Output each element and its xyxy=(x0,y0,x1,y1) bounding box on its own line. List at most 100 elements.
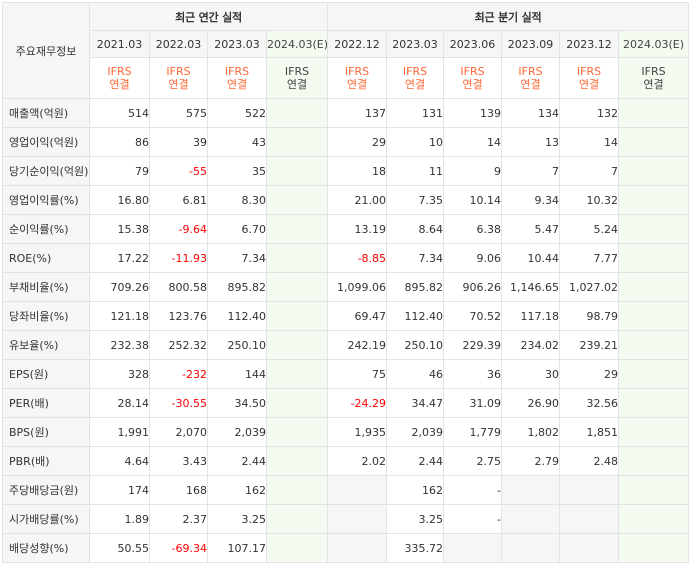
value-cell: 174 xyxy=(89,475,150,505)
value-cell xyxy=(618,417,690,447)
value-cell: 250.10 xyxy=(207,330,267,360)
value-cell: 31.09 xyxy=(443,388,503,418)
row-label: 배당성향(%) xyxy=(2,533,90,563)
value-cell: 3.25 xyxy=(386,504,445,534)
value-cell xyxy=(265,127,329,157)
value-cell: 10 xyxy=(386,127,445,157)
value-cell: 8.64 xyxy=(386,214,445,244)
ifrs-label: IFRS 연결 xyxy=(386,57,445,99)
value-cell: -55 xyxy=(149,156,208,186)
value-cell: 234.02 xyxy=(501,330,561,360)
period-quarter-3: 2023.09 xyxy=(501,30,561,58)
value-cell xyxy=(618,214,690,244)
value-cell xyxy=(265,214,329,244)
value-cell: -232 xyxy=(149,359,208,389)
table-row: 주당배당금(원) 174 168 162 162- xyxy=(2,475,690,505)
value-cell: 800.58 xyxy=(149,272,208,302)
ifrs-label: IFRS 연결 xyxy=(501,57,561,99)
value-cell xyxy=(265,185,329,215)
value-cell: -69.34 xyxy=(149,533,208,563)
value-cell: 10.32 xyxy=(559,185,620,215)
value-cell xyxy=(501,504,561,534)
value-cell: 250.10 xyxy=(386,330,445,360)
value-cell: 39 xyxy=(149,127,208,157)
ifrs-bottom: 연결 xyxy=(462,78,483,91)
table-row: PBR(배) 4.64 3.43 2.44 2.02 2.44 2.75 2.79 2.48 xyxy=(2,446,690,476)
row-label: BPS(원) xyxy=(2,417,90,447)
value-cell xyxy=(265,504,329,534)
period-quarter-4: 2023.12 xyxy=(559,30,620,58)
value-cell: 2.44 xyxy=(207,446,267,476)
value-cell xyxy=(618,446,690,476)
value-cell: 14 xyxy=(443,127,503,157)
value-cell: 7 xyxy=(559,156,620,186)
ifrs-bottom: 연결 xyxy=(346,78,368,91)
ifrs-top: IFRS xyxy=(107,65,132,78)
period-annual-1: 2022.03 xyxy=(149,30,208,58)
value-cell xyxy=(618,98,690,128)
value-cell xyxy=(265,475,329,505)
value-cell xyxy=(618,156,690,186)
value-cell: -11.93 xyxy=(149,243,208,273)
value-cell: 9 xyxy=(443,156,503,186)
ifrs-bottom: 연결 xyxy=(286,78,308,91)
value-cell: 86 xyxy=(89,127,150,157)
table-row: 영업이익(억원) 86 39 43 29 10 14 13 14 xyxy=(2,127,690,157)
value-cell: 6.81 xyxy=(149,185,208,215)
value-cell: 4.64 xyxy=(89,446,150,476)
value-cell: 7.34 xyxy=(386,243,445,273)
value-cell xyxy=(265,417,329,447)
value-cell: 1,991 xyxy=(89,417,150,447)
value-cell: 252.32 xyxy=(149,330,208,360)
table-row: 당기순이익(억원) 79 -55 35 18 11 9 7 7 xyxy=(2,156,690,186)
value-cell: 75 xyxy=(327,359,388,389)
value-cell: 2.37 xyxy=(149,504,208,534)
ifrs-label: IFRS 연결 xyxy=(559,57,620,99)
value-cell: 5.47 xyxy=(501,214,561,244)
period-quarter-5: 2024.03(E) xyxy=(618,30,690,58)
value-cell xyxy=(618,301,690,331)
ifrs-label: IFRS 연결 xyxy=(327,57,388,99)
value-cell: 9.34 xyxy=(501,185,561,215)
value-cell: 3.43 xyxy=(149,446,208,476)
value-cell: 335.72 xyxy=(386,533,445,563)
table-row: ROE(%) 17.22 -11.93 7.34 -8.85 7.34 9.06 10.44 7… xyxy=(2,243,690,273)
value-cell xyxy=(618,359,690,389)
value-cell: 34.47 xyxy=(386,388,445,418)
value-cell: 30 xyxy=(501,359,561,389)
ifrs-label: IFRS 연결 xyxy=(618,57,690,99)
row-label: 당기순이익(억원) xyxy=(2,156,90,186)
value-cell: 123.76 xyxy=(149,301,208,331)
value-cell xyxy=(618,330,690,360)
value-cell: 131 xyxy=(386,98,445,128)
value-cell: 2.02 xyxy=(327,446,388,476)
value-cell: 26.90 xyxy=(501,388,561,418)
value-cell: 43 xyxy=(207,127,267,157)
value-cell xyxy=(559,533,620,563)
ifrs-label: IFRS 연결 xyxy=(265,57,329,99)
row-label: EPS(원) xyxy=(2,359,90,389)
row-label: PBR(배) xyxy=(2,446,90,476)
ifrs-bottom: 연결 xyxy=(226,78,248,91)
value-cell xyxy=(618,388,690,418)
value-cell: 514 xyxy=(89,98,150,128)
value-cell: 709.26 xyxy=(89,272,150,302)
value-cell: 121.18 xyxy=(89,301,150,331)
quarter-group-title: 최근 분기 실적 xyxy=(327,2,690,31)
ifrs-label: IFRS 연결 xyxy=(207,57,267,99)
value-cell xyxy=(265,330,329,360)
value-cell xyxy=(618,243,690,273)
row-label: 영업이익률(%) xyxy=(2,185,90,215)
table-row: 유보율(%) 232.38 252.32 250.10 242.19 250.10 229.… xyxy=(2,330,690,360)
value-cell: 7.77 xyxy=(559,243,620,273)
value-cell: -9.64 xyxy=(149,214,208,244)
ifrs-top: IFRS xyxy=(402,65,428,78)
value-cell: -30.55 xyxy=(149,388,208,418)
table-row: EPS(원) 328 -232 144 75 46 36 30 29 xyxy=(2,359,690,389)
row-label: ROE(%) xyxy=(2,243,90,273)
value-cell xyxy=(501,475,561,505)
value-cell: 10.14 xyxy=(443,185,503,215)
value-cell xyxy=(265,533,329,563)
value-cell: 11 xyxy=(386,156,445,186)
